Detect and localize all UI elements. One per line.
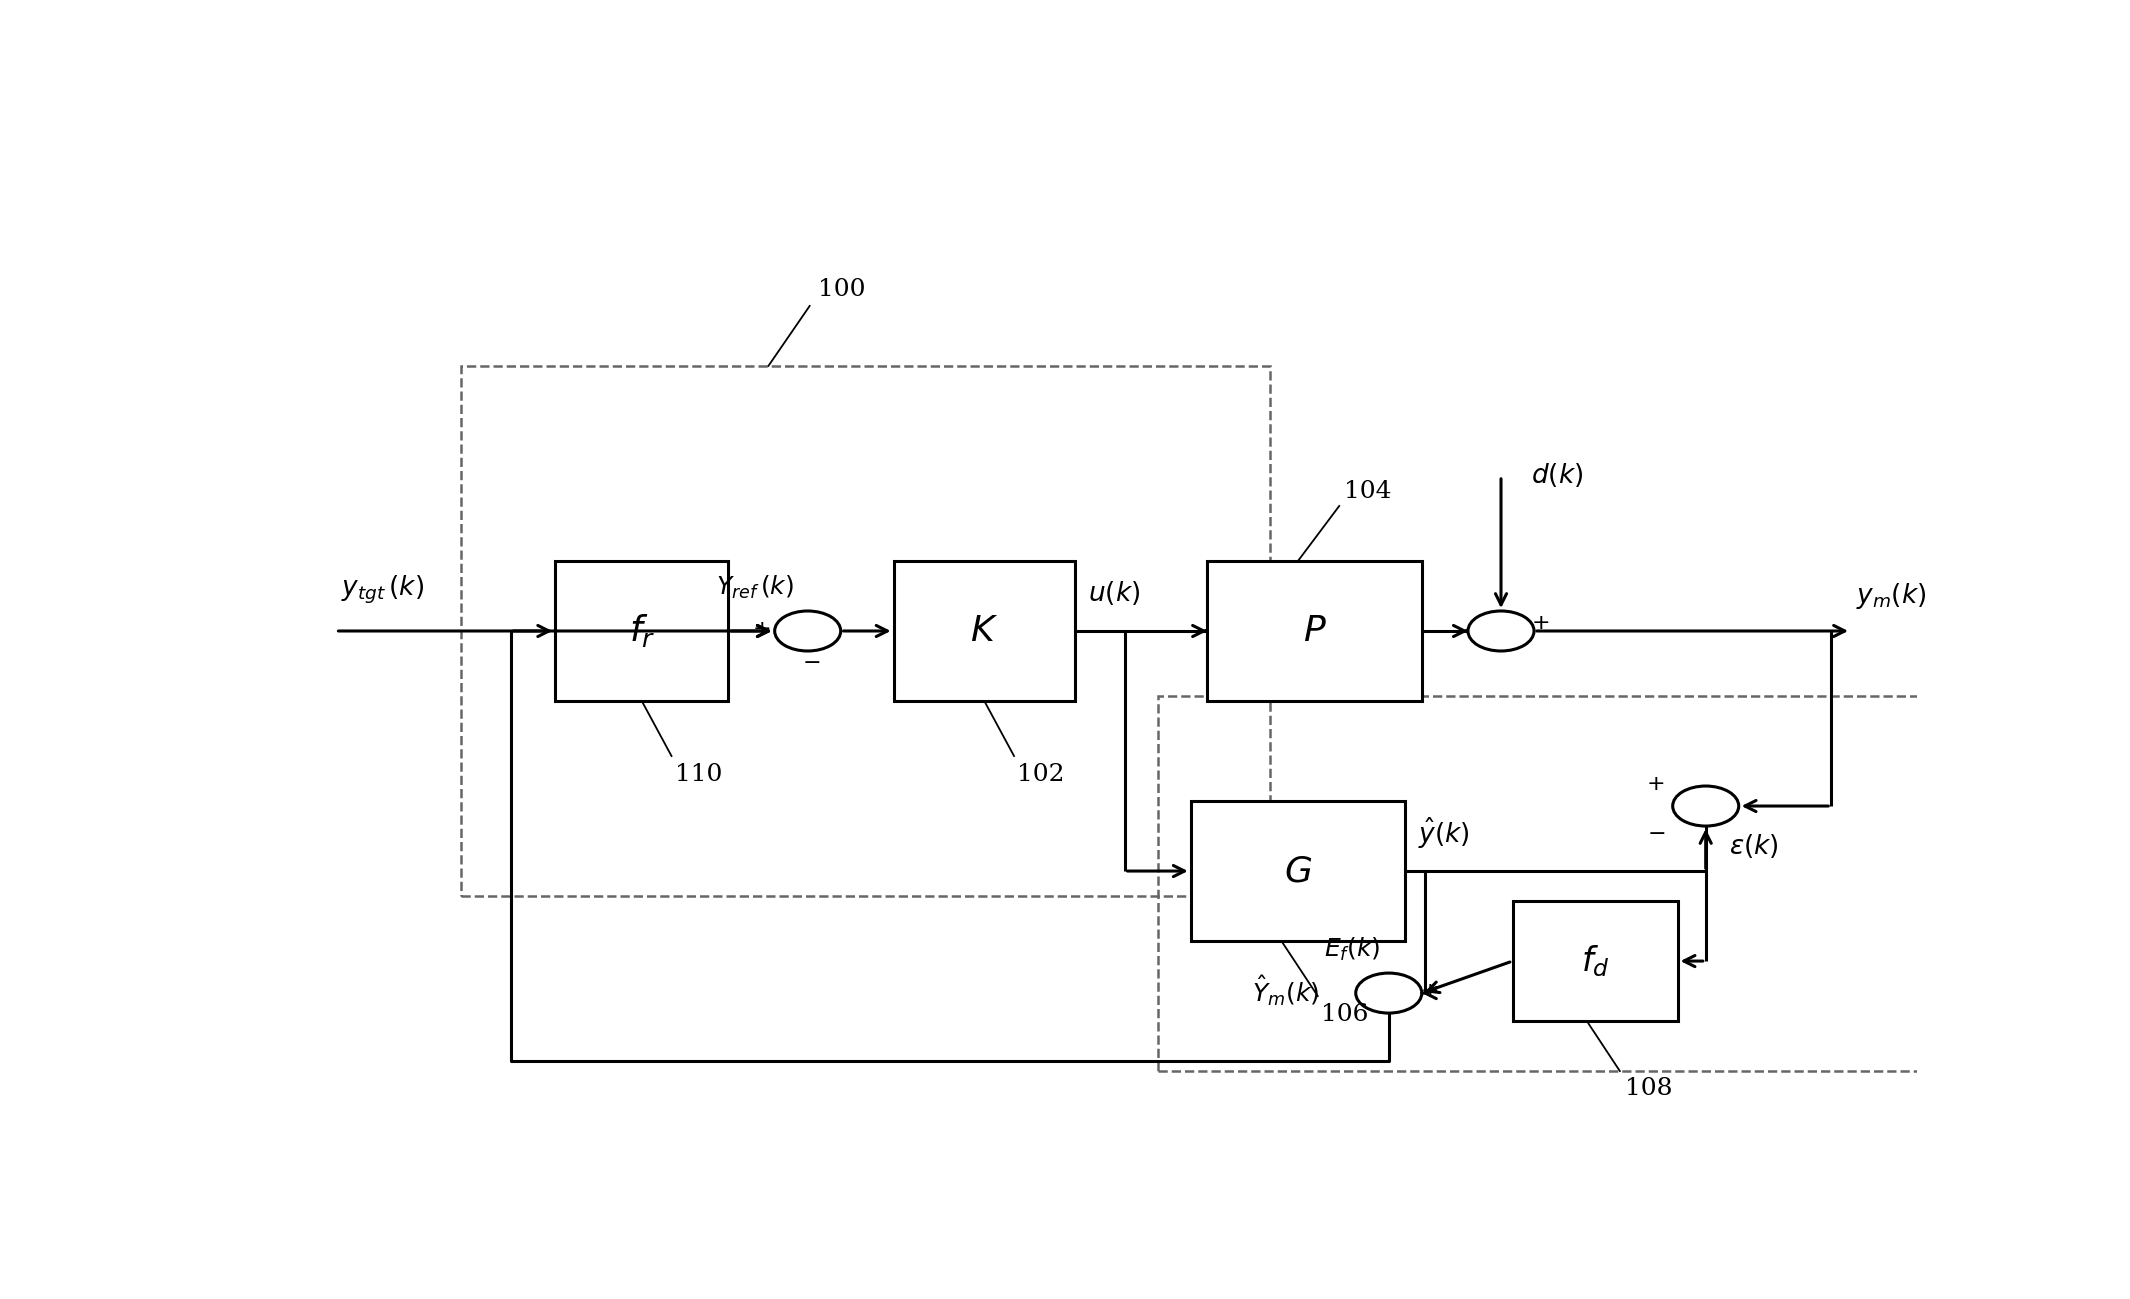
Bar bbox=[1208, 561, 1421, 701]
Bar bbox=[895, 561, 1076, 701]
Text: $E_f(k)$: $E_f(k)$ bbox=[1325, 935, 1380, 963]
Text: $y_m(k)$: $y_m(k)$ bbox=[1855, 581, 1926, 611]
Text: +: + bbox=[1646, 774, 1666, 794]
Text: 102: 102 bbox=[1018, 763, 1065, 786]
Bar bbox=[556, 561, 728, 701]
Text: $-$: $-$ bbox=[1646, 822, 1666, 842]
Text: $\hat{y}(k)$: $\hat{y}(k)$ bbox=[1419, 816, 1470, 851]
Text: $f_d$: $f_d$ bbox=[1580, 943, 1610, 979]
Text: $G$: $G$ bbox=[1284, 853, 1312, 889]
Bar bbox=[1512, 902, 1678, 1021]
Text: +: + bbox=[752, 620, 771, 639]
Text: $y_{tgt}\,(k)$: $y_{tgt}\,(k)$ bbox=[341, 574, 424, 605]
Text: $-$: $-$ bbox=[801, 651, 820, 672]
Text: +: + bbox=[1421, 981, 1440, 1002]
Circle shape bbox=[775, 611, 841, 651]
Text: $d(k)$: $d(k)$ bbox=[1531, 461, 1583, 488]
Text: 106: 106 bbox=[1321, 1003, 1370, 1026]
Text: +: + bbox=[1531, 613, 1551, 633]
Circle shape bbox=[1468, 611, 1534, 651]
Text: $u(k)$: $u(k)$ bbox=[1088, 579, 1140, 607]
Text: 110: 110 bbox=[675, 763, 722, 786]
Text: $K$: $K$ bbox=[971, 614, 999, 648]
Text: 100: 100 bbox=[818, 278, 865, 301]
Bar bbox=[1159, 696, 1966, 1072]
Bar bbox=[460, 366, 1269, 896]
Bar bbox=[1191, 801, 1406, 940]
Text: 108: 108 bbox=[1625, 1077, 1672, 1100]
Circle shape bbox=[1355, 973, 1423, 1013]
Text: $Y_{ref}\,(k)$: $Y_{ref}\,(k)$ bbox=[716, 574, 794, 601]
Text: 104: 104 bbox=[1344, 479, 1391, 503]
Text: $f_r$: $f_r$ bbox=[628, 613, 656, 650]
Circle shape bbox=[1672, 786, 1738, 826]
Text: $\hat{Y}_m(k)$: $\hat{Y}_m(k)$ bbox=[1252, 974, 1318, 1008]
Text: $P$: $P$ bbox=[1304, 614, 1327, 648]
Text: $\varepsilon(k)$: $\varepsilon(k)$ bbox=[1730, 833, 1779, 860]
